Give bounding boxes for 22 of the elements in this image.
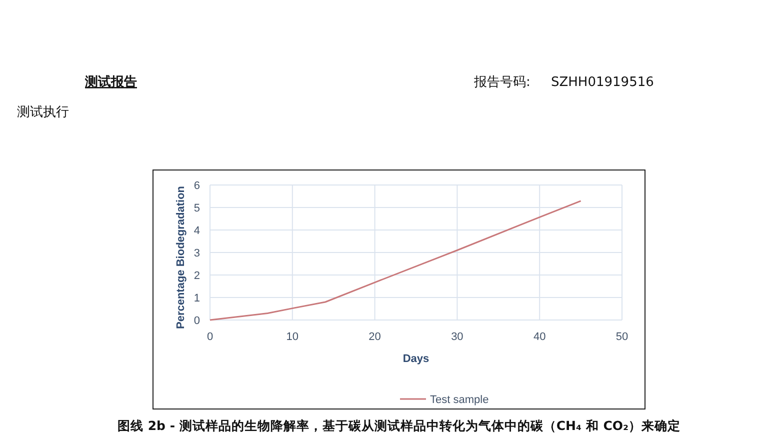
text: 图线 2b - 测试样品的生物降解率，基于碳从测试样品中转化为气体中的碳（CH₄ 和 CO₂）来确定 [118, 418, 680, 433]
y-tick-label: 0 [194, 315, 200, 327]
y-tick-label: 1 [194, 292, 200, 304]
y-tick-label: 4 [194, 225, 200, 237]
text: 测试执行 [17, 105, 69, 120]
y-tick-label: 6 [194, 180, 200, 192]
x-tick-label: 50 [616, 331, 628, 343]
x-axis-title: Days [402, 353, 430, 365]
x-tick-label: 0 [206, 331, 214, 343]
text: 报告号码: [473, 75, 530, 90]
x-tick-label: 10 [286, 331, 299, 343]
text: SZHH01919516 [551, 75, 654, 90]
line-series [209, 200, 582, 321]
x-tick-label: 30 [451, 331, 464, 343]
y-tick-label: 2 [194, 270, 200, 282]
y-tick-label: 5 [194, 202, 200, 214]
y-axis-title: Percentage Biodegradation [175, 186, 187, 330]
x-tick-label: 20 [368, 331, 381, 343]
x-tick-label: 40 [533, 331, 546, 343]
legend-label: Test sample [430, 394, 489, 406]
y-tick-label: 3 [194, 248, 200, 260]
text: 测试报告 [84, 74, 137, 90]
